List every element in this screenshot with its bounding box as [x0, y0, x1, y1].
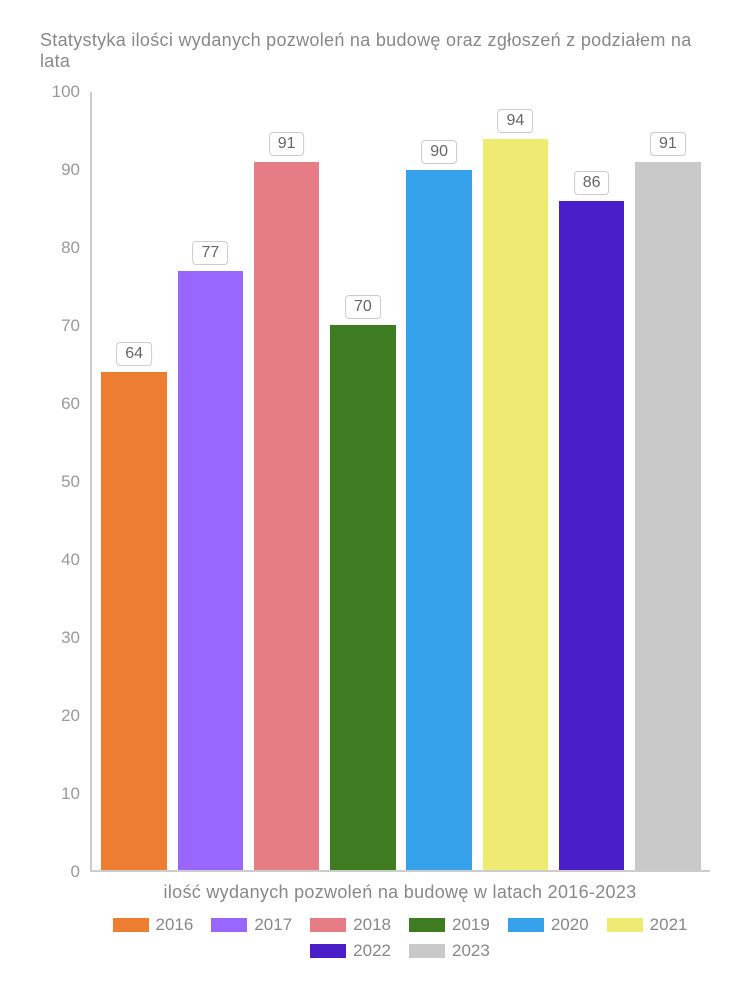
x-axis-label: ilość wydanych pozwoleń na budowę w lata… — [90, 882, 710, 903]
y-tick: 80 — [61, 238, 80, 258]
legend-label: 2023 — [452, 941, 490, 961]
bar-column: 86 — [554, 92, 630, 870]
legend-item-2018: 2018 — [310, 915, 391, 935]
bar-2018: 91 — [254, 162, 320, 870]
legend-label: 2020 — [551, 915, 589, 935]
chart-title: Statystyka ilości wydanych pozwoleń na b… — [40, 30, 710, 72]
y-tick: 10 — [61, 784, 80, 804]
y-tick: 30 — [61, 628, 80, 648]
bar-column: 64 — [96, 92, 172, 870]
bar-2022: 86 — [559, 201, 625, 870]
legend: 2016 2017 2018 2019 2020 2021 2022 2023 — [90, 915, 710, 961]
legend-item-2021: 2021 — [607, 915, 688, 935]
y-tick: 100 — [52, 82, 80, 102]
legend-swatch — [211, 918, 247, 932]
y-axis: 0102030405060708090100 — [40, 92, 90, 872]
bars-container: 6477917090948691 — [92, 92, 710, 870]
bar-value-label: 91 — [650, 132, 686, 156]
bar-2019: 70 — [330, 325, 396, 870]
legend-swatch — [607, 918, 643, 932]
bar-column: 91 — [249, 92, 325, 870]
legend-label: 2017 — [254, 915, 292, 935]
bar-column: 77 — [172, 92, 248, 870]
legend-label: 2019 — [452, 915, 490, 935]
bar-value-label: 86 — [574, 171, 610, 195]
legend-label: 2021 — [650, 915, 688, 935]
legend-item-2022: 2022 — [310, 941, 391, 961]
bar-value-label: 91 — [269, 132, 305, 156]
bar-2023: 91 — [635, 162, 701, 870]
legend-label: 2016 — [156, 915, 194, 935]
bar-2020: 90 — [406, 170, 472, 870]
y-tick: 90 — [61, 160, 80, 180]
y-tick: 50 — [61, 472, 80, 492]
legend-swatch — [310, 918, 346, 932]
legend-swatch — [113, 918, 149, 932]
legend-swatch — [508, 918, 544, 932]
bar-value-label: 64 — [116, 342, 152, 366]
legend-swatch — [310, 944, 346, 958]
bar-2017: 77 — [178, 271, 244, 870]
bar-2016: 64 — [101, 372, 167, 870]
y-tick: 20 — [61, 706, 80, 726]
bar-column: 70 — [325, 92, 401, 870]
legend-label: 2018 — [353, 915, 391, 935]
legend-item-2017: 2017 — [211, 915, 292, 935]
plot-area: 6477917090948691 — [90, 92, 710, 872]
y-tick: 60 — [61, 394, 80, 414]
legend-item-2016: 2016 — [113, 915, 194, 935]
bar-column: 90 — [401, 92, 477, 870]
bar-column: 94 — [477, 92, 553, 870]
legend-item-2023: 2023 — [409, 941, 490, 961]
legend-label: 2022 — [353, 941, 391, 961]
bar-value-label: 90 — [421, 140, 457, 164]
legend-item-2019: 2019 — [409, 915, 490, 935]
bar-column: 91 — [630, 92, 706, 870]
y-tick: 70 — [61, 316, 80, 336]
legend-item-2020: 2020 — [508, 915, 589, 935]
bar-value-label: 77 — [192, 241, 228, 265]
legend-swatch — [409, 944, 445, 958]
bar-2021: 94 — [483, 139, 549, 870]
bar-value-label: 70 — [345, 295, 381, 319]
chart-area: 0102030405060708090100 6477917090948691 — [40, 92, 710, 872]
y-tick: 0 — [71, 862, 80, 882]
y-tick: 40 — [61, 550, 80, 570]
bar-value-label: 94 — [497, 109, 533, 133]
legend-swatch — [409, 918, 445, 932]
